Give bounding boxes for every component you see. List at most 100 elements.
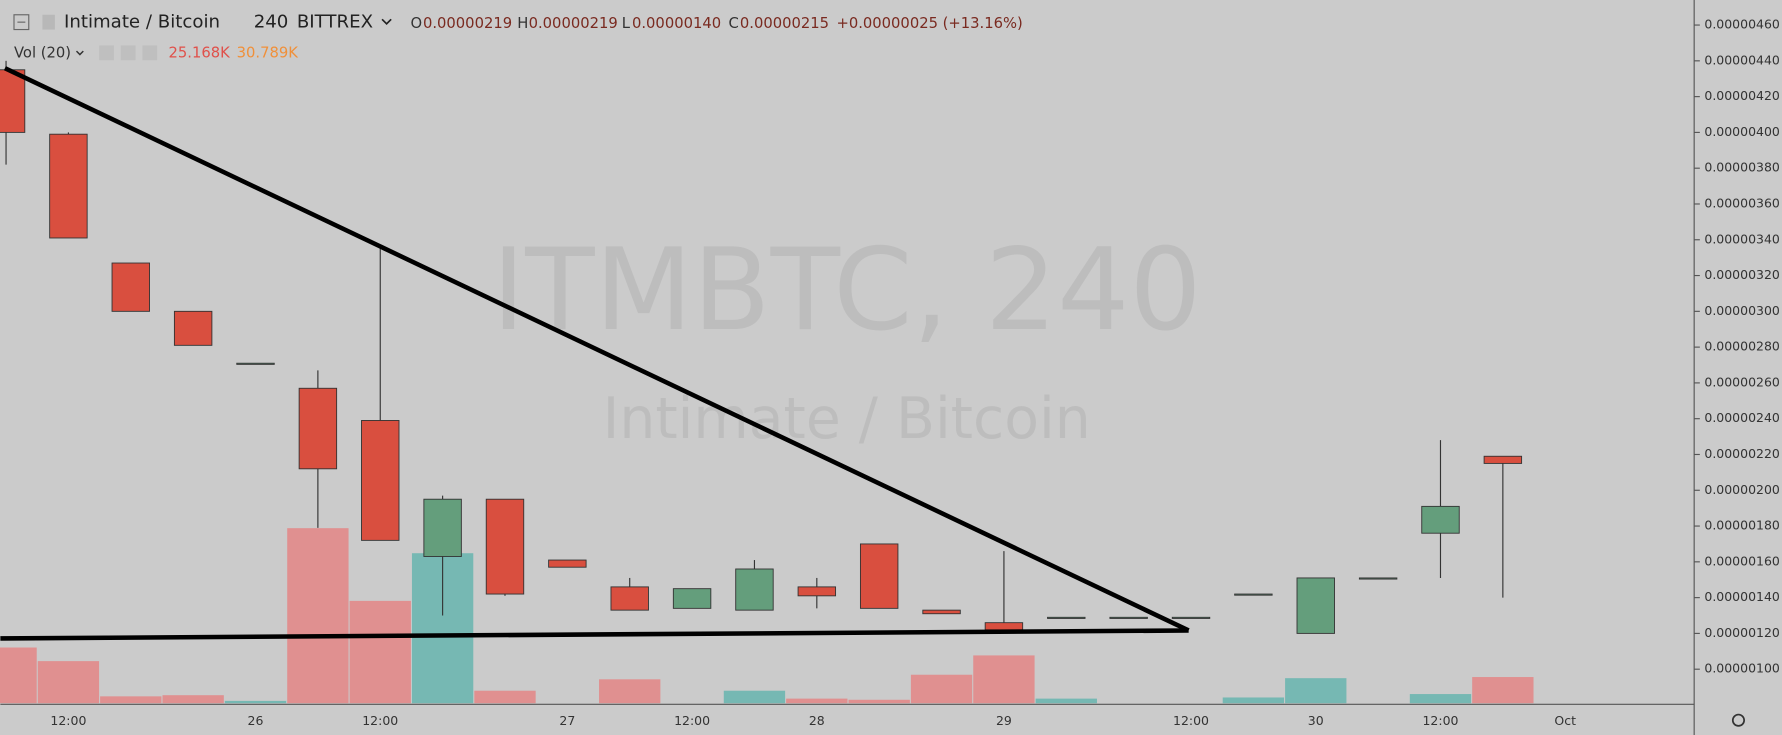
watermark: Intimate / Bitcoin: [603, 386, 1091, 452]
y-tick-label: 0.00000180: [1704, 518, 1780, 533]
candle-body: [1421, 505, 1460, 534]
candle-layer: [0, 60, 1523, 634]
volume-ma: 30.789K: [237, 44, 299, 61]
icon[interactable]: [142, 45, 158, 61]
volume-bar: [1035, 698, 1097, 704]
y-tick-label: 0.00000320: [1704, 267, 1780, 282]
volume-bar: [162, 695, 224, 704]
symbol[interactable]: Intimate / Bitcoin: [64, 12, 220, 33]
volume-layer: [0, 528, 1534, 704]
candle-body: [298, 387, 338, 470]
candle-body: [1358, 577, 1398, 580]
collapse-button[interactable]: [13, 14, 30, 31]
x-tick-label: 28: [809, 713, 825, 728]
candle-body: [1109, 616, 1148, 619]
volume-bar: [973, 655, 1035, 704]
watermark: ITMBTC, 240: [492, 224, 1202, 356]
candle-body: [610, 586, 649, 611]
icon[interactable]: [120, 45, 136, 61]
icon[interactable]: [99, 45, 114, 61]
x-tick-label: 12:00: [50, 713, 86, 728]
candle-body: [1296, 577, 1335, 634]
candle-body: [672, 588, 712, 609]
candle-body: [984, 622, 1024, 631]
candle-body: [49, 133, 88, 239]
volume-bar: [100, 696, 162, 704]
change: +0.00000025 (+13.16%): [836, 15, 1022, 32]
volume-bar: [349, 600, 411, 704]
volume-bar: [474, 690, 536, 704]
y-tick-label: 0.00000300: [1704, 303, 1780, 318]
y-tick-label: 0.00000200: [1704, 482, 1780, 497]
candle-body: [361, 420, 400, 541]
c-label: C: [729, 15, 739, 32]
volume-bar: [723, 690, 786, 704]
candle-body: [548, 559, 587, 568]
volume-bar: [224, 700, 287, 704]
dropdown-icon[interactable]: [381, 18, 392, 26]
volume-bar: [37, 661, 100, 704]
x-tick-label: 12:00: [1422, 713, 1458, 728]
x-tick-label: 12:00: [1173, 713, 1209, 728]
candle-body: [1483, 455, 1523, 464]
y-tick-label: 0.00000280: [1704, 339, 1780, 354]
y-tick-label: 0.00000220: [1704, 446, 1780, 461]
x-tick-label: 27: [559, 713, 575, 728]
volume-value: 25.168K: [168, 44, 230, 61]
x-tick-label: 30: [1308, 713, 1324, 728]
candle-body: [173, 310, 213, 346]
volume-bar: [1409, 694, 1472, 704]
y-tick-label: 0.00000260: [1704, 374, 1780, 389]
y-tick-label: 0.00000460: [1704, 17, 1780, 32]
volume-bar: [287, 528, 349, 704]
volume-bar: [599, 679, 661, 704]
candle-body: [797, 586, 837, 597]
o-value: 0.00000219: [423, 15, 512, 32]
exchange[interactable]: BITTREX: [297, 12, 373, 33]
volume-bar: [910, 674, 973, 704]
volume-label[interactable]: Vol (20): [14, 44, 71, 61]
h-label: H: [517, 15, 528, 32]
y-tick-label: 0.00000360: [1704, 195, 1780, 210]
candle-body: [922, 609, 961, 615]
y-tick-label: 0.00000400: [1704, 124, 1780, 139]
candle-body: [1234, 593, 1273, 596]
candle-body: [0, 69, 26, 133]
volume-bar: [848, 699, 910, 704]
y-tick-label: 0.00000100: [1704, 661, 1780, 676]
volume-bar: [786, 698, 848, 704]
y-tick-label: 0.00000140: [1704, 589, 1780, 604]
y-tick-label: 0.00000420: [1704, 88, 1780, 103]
icon: [42, 14, 55, 30]
y-tick-label: 0.00000380: [1704, 160, 1780, 175]
l-label: L: [622, 15, 631, 32]
candle-body: [111, 262, 150, 312]
y-tick-label: 0.00000160: [1704, 553, 1780, 568]
candle-body: [735, 568, 774, 611]
candle-body: [485, 498, 525, 595]
l-value: 0.00000140: [632, 15, 721, 32]
dropdown-icon[interactable]: [75, 50, 84, 56]
y-tick-label: 0.00000340: [1704, 231, 1780, 246]
y-tick-label: 0.00000240: [1704, 410, 1780, 425]
x-tick-label: 29: [996, 713, 1012, 728]
volume-bar: [1285, 678, 1347, 704]
settings-button[interactable]: [1731, 713, 1745, 727]
interval[interactable]: 240: [254, 12, 289, 33]
y-tick-label: 0.00000440: [1704, 52, 1780, 67]
o-label: O: [410, 15, 422, 32]
h-value: 0.00000219: [529, 15, 618, 32]
candle-body: [423, 498, 462, 557]
x-tick-label: Oct: [1554, 713, 1576, 728]
trend-line: [3, 66, 1190, 633]
x-tick-label: 26: [248, 713, 264, 728]
volume-bar: [1222, 697, 1285, 704]
candle-body: [1047, 616, 1086, 619]
trend-line: [0, 628, 1189, 641]
y-tick-label: 0.00000120: [1704, 625, 1780, 640]
volume-bar: [0, 647, 37, 704]
candle-body: [859, 543, 899, 609]
